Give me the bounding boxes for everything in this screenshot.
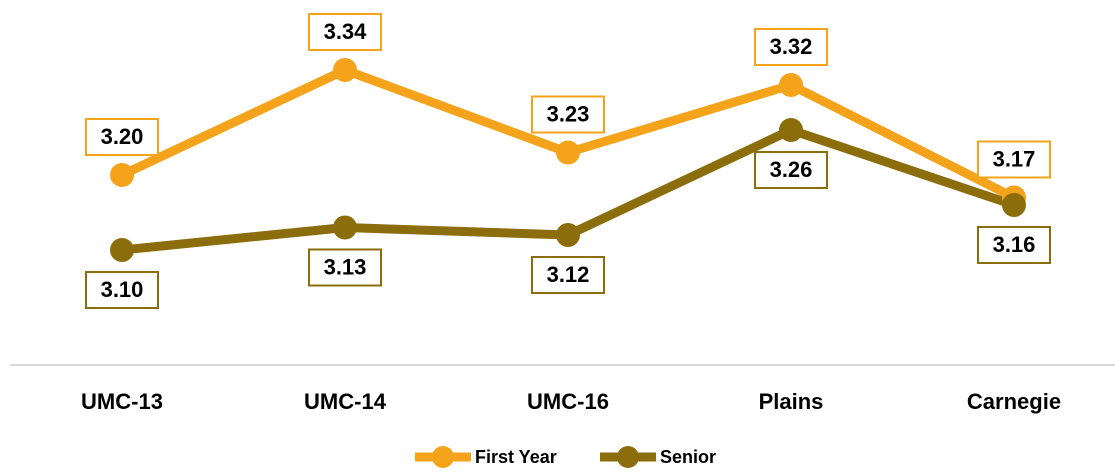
data-label: 3.16 <box>993 232 1036 257</box>
legend-label: Senior <box>660 447 716 467</box>
marker <box>556 140 580 165</box>
marker <box>333 58 357 82</box>
label-box <box>754 28 828 66</box>
label-box <box>308 248 382 287</box>
data-label: 3.32 <box>770 34 813 59</box>
x-tick-label: UMC-16 <box>527 389 609 414</box>
marker <box>556 223 580 247</box>
marker <box>779 118 803 142</box>
label-box <box>85 271 159 309</box>
marker <box>1002 193 1026 217</box>
marker <box>110 238 134 262</box>
x-tick-label: Plains <box>759 389 824 414</box>
label-box <box>531 95 605 134</box>
label-box <box>531 256 605 294</box>
legend-marker <box>617 446 639 468</box>
data-label: 3.17 <box>993 146 1036 171</box>
legend-marker <box>432 446 454 468</box>
data-label: 3.34 <box>324 19 368 44</box>
series-line <box>120 65 1017 202</box>
label-box <box>308 13 382 51</box>
data-label: 3.26 <box>770 157 813 182</box>
x-tick-label: UMC-14 <box>304 389 387 414</box>
x-tick-label: Carnegie <box>967 389 1061 414</box>
data-label: 3.23 <box>547 101 590 126</box>
data-label: 3.12 <box>547 262 590 287</box>
x-tick-label: UMC-13 <box>81 389 163 414</box>
marker <box>779 73 803 97</box>
data-label: 3.10 <box>101 277 144 302</box>
data-label: 3.13 <box>324 254 367 279</box>
label-box <box>754 151 828 189</box>
marker <box>333 215 357 240</box>
label-box <box>977 140 1051 179</box>
label-box <box>85 118 159 156</box>
marker <box>110 163 134 187</box>
label-box <box>977 226 1051 264</box>
legend-label: First Year <box>475 447 557 467</box>
data-label: 3.20 <box>101 124 144 149</box>
